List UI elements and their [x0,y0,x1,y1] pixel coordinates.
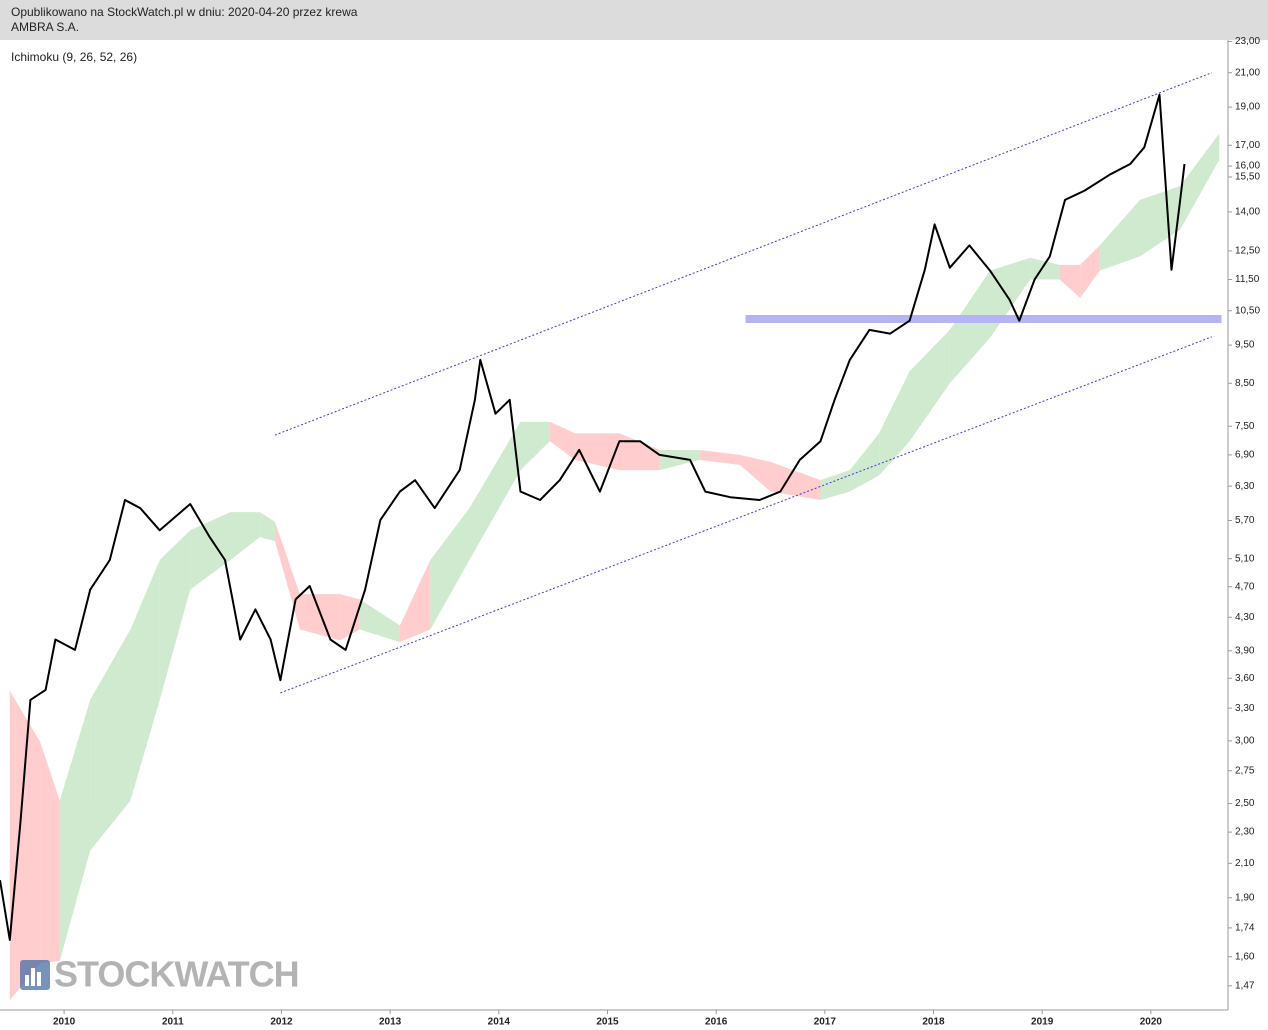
ichimoku-cloud [740,454,771,492]
y-tick-label: 6,30 [1235,481,1255,492]
y-tick-label: 1,60 [1235,951,1255,962]
ichimoku-cloud [619,433,660,471]
y-tick-label: 11,50 [1235,274,1260,285]
ichimoku-cloud [1080,245,1100,298]
y-tick-label: 1,74 [1235,923,1255,934]
logo-bar [37,972,41,986]
header-line: AMBRA S.A. [11,20,79,34]
x-tick-label: 2012 [270,1017,293,1028]
ichimoku-cloud [879,371,910,476]
ichimoku-cloud [340,594,360,641]
x-tick-label: 2016 [705,1017,728,1028]
watermark: STOCKWATCH [54,954,299,995]
ichimoku-cloud [1099,199,1140,271]
x-tick-label: 2019 [1031,1017,1054,1028]
header-line: Opublikowano na StockWatch.pl w dniu: 20… [11,5,358,19]
ichimoku-cloud [59,699,91,962]
y-tick-label: 15,50 [1235,172,1260,183]
ichimoku-cloud [190,512,231,590]
y-tick-label: 3,00 [1235,736,1255,747]
ichimoku-cloud [274,521,300,630]
y-tick-label: 23,00 [1235,36,1260,47]
ichimoku-cloud [990,257,1031,338]
ichimoku-cloud [949,270,991,384]
ichimoku-cloud [399,560,431,643]
y-tick-label: 1,47 [1235,980,1255,991]
y-tick-label: 2,75 [1235,765,1255,776]
y-tick-label: 9,50 [1235,340,1255,351]
x-tick-label: 2010 [53,1017,76,1028]
y-tick-label: 16,00 [1235,161,1260,172]
ichimoku-cloud [40,742,60,964]
ichimoku-cloud [849,433,880,492]
x-tick-label: 2015 [596,1017,619,1028]
ichimoku-cloud [469,421,521,561]
y-tick-label: 2,10 [1235,858,1255,869]
ichimoku-cloud [574,433,620,471]
y-tick-label: 4,70 [1235,581,1255,592]
ichimoku-cloud [699,449,741,465]
trend-line [280,336,1212,694]
x-tick-label: 2014 [488,1017,511,1028]
logo-bar [31,968,35,986]
y-tick-label: 12,50 [1235,245,1260,256]
ichimoku-cloud [359,599,400,643]
ichimoku-cloud [909,329,950,442]
y-tick-label: 5,10 [1235,553,1255,564]
y-tick-label: 17,00 [1235,140,1260,151]
ichimoku-cloud [9,690,41,1001]
ichimoku-cloud [430,508,470,630]
y-tick-label: 8,50 [1235,378,1255,389]
y-tick-label: 4,30 [1235,612,1255,623]
y-tick-label: 3,90 [1235,645,1255,656]
logo: STOCKWATCH [20,954,300,995]
y-tick-label: 21,00 [1235,67,1260,78]
price-line [0,93,1186,941]
y-tick-label: 2,30 [1235,827,1255,838]
x-tick-label: 2013 [379,1017,402,1028]
ichimoku-cloud [1139,185,1181,257]
ichimoku-cloud [549,421,575,460]
y-tick-label: 1,90 [1235,892,1255,903]
y-tick-label: 3,60 [1235,673,1255,684]
y-tick-label: 3,30 [1235,703,1255,714]
indicator-label: Ichimoku (9, 26, 52, 26) [11,50,137,64]
x-tick-label: 2018 [922,1017,945,1028]
ichimoku-cloud [130,560,160,801]
y-tick-label: 6,90 [1235,450,1255,461]
y-tick-label: 5,70 [1235,515,1255,526]
x-tick-label: 2017 [814,1017,837,1028]
logo-bar [25,975,29,986]
ichimoku-cloud [520,421,550,471]
plot-area [0,72,1222,1001]
y-tick-label: 14,00 [1235,207,1260,218]
header-bar [0,0,1268,40]
y-tick-label: 7,50 [1235,421,1255,432]
ichimoku-cloud [230,512,260,561]
ichimoku-cloud [1180,133,1220,230]
y-tick-label: 10,50 [1235,305,1260,316]
y-tick-label: 2,50 [1235,798,1255,809]
x-tick-label: 2020 [1140,1017,1163,1028]
ichimoku-cloud [1059,264,1081,298]
x-tick-label: 2011 [162,1017,184,1028]
ichimoku-cloud [299,594,341,641]
trend-line [274,72,1212,436]
ichimoku-cloud [159,530,191,700]
y-tick-label: 19,00 [1235,102,1260,113]
ichimoku-cloud [659,449,700,471]
ichimoku-cloud [1030,257,1060,280]
ichimoku-cloud [90,629,131,851]
ichimoku-cloud [820,470,850,501]
ichimoku-cloud [770,461,821,501]
ichimoku-cloud [259,512,275,541]
